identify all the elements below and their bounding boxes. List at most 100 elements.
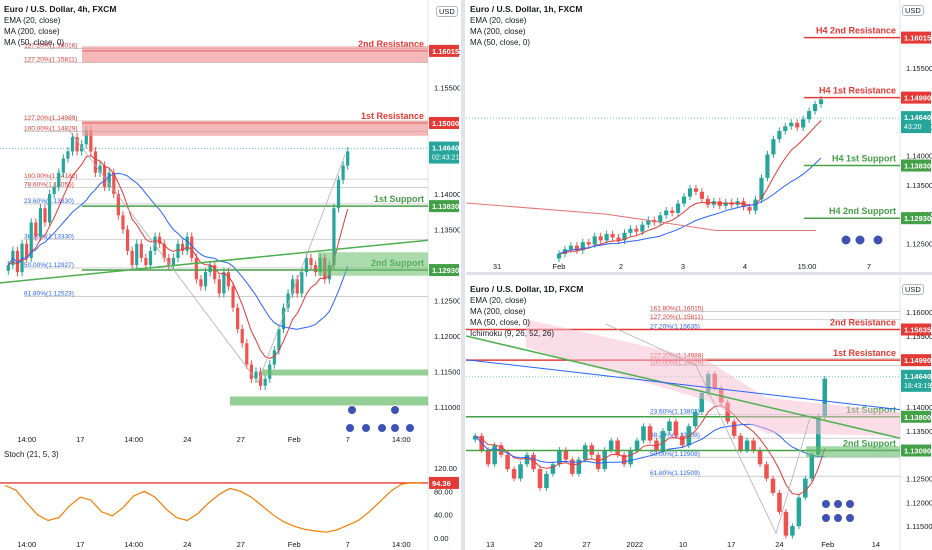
d1-chart-panel[interactable]: 1.160001.155001.145001.140001.135001.125… xyxy=(466,276,932,550)
candle-body xyxy=(801,119,806,128)
candle-body xyxy=(598,236,603,241)
candle-body xyxy=(731,421,737,436)
stoch-axis-label: 80.00 xyxy=(434,487,453,496)
candle-body xyxy=(93,151,98,173)
candle-body xyxy=(135,243,139,266)
candle-body xyxy=(80,144,84,152)
candle-body xyxy=(574,245,579,251)
candle-body xyxy=(608,440,614,451)
candle-body xyxy=(254,371,258,379)
time-tick-label: 7 xyxy=(867,262,871,271)
level-price-text: 1.13800 xyxy=(904,413,931,422)
h1-chart-canvas[interactable]: 1.155001.145001.140001.135001.130001.125… xyxy=(466,0,932,272)
candle-body xyxy=(84,130,88,145)
candle-body xyxy=(812,104,818,112)
axis-tick-label: 1.11500 xyxy=(434,368,460,377)
candle-body xyxy=(595,454,601,470)
candle-body xyxy=(809,454,815,479)
level-price-text: 1.12930 xyxy=(432,266,459,275)
h1-currency-badge[interactable]: USD xyxy=(902,5,924,16)
time-tick-label: 24 xyxy=(183,540,191,549)
candle-body xyxy=(681,196,687,204)
candle-body xyxy=(616,237,621,241)
resistance-zone xyxy=(82,120,428,136)
candle-body xyxy=(670,210,675,213)
h4-currency-badge[interactable]: USD xyxy=(436,6,458,17)
h4-chart-panel[interactable]: 1.160001.155001.140001.135001.125001.120… xyxy=(0,0,460,445)
level-price-text: 1.14990 xyxy=(904,356,931,365)
level-name: 1st Resistance xyxy=(833,348,896,358)
candle-body xyxy=(112,172,116,195)
d1-currency-badge[interactable]: USD xyxy=(902,284,924,295)
time-tick-label: 13 xyxy=(486,540,494,549)
economic-event-icon xyxy=(390,423,400,433)
ma50-line xyxy=(558,157,822,255)
trend-line xyxy=(466,335,901,439)
economic-event-icon xyxy=(405,423,415,433)
support-zone xyxy=(806,446,900,458)
h1-chart-panel[interactable]: 1.155001.145001.140001.135001.130001.125… xyxy=(466,0,932,272)
stoch-legend: Stoch (21, 5, 3) xyxy=(4,449,59,460)
candle-body xyxy=(699,191,704,199)
candle-body xyxy=(518,464,523,479)
economic-event-icon xyxy=(854,234,866,246)
candle-body xyxy=(263,378,267,386)
axis-tick-label: 1.15500 xyxy=(906,64,932,73)
level-name: 2nd Resistance xyxy=(358,39,424,49)
h4-title: Euro / U.S. Dollar, 4h, FXCM xyxy=(4,4,117,14)
support-zone xyxy=(262,369,428,376)
candle-body xyxy=(537,469,543,489)
stoch-canvas[interactable]: 120.00 80.00 40.00 0.00 94.36 14:00 17 14:00 24 2… xyxy=(0,446,460,550)
candle-body xyxy=(309,257,313,266)
ma200-line xyxy=(466,359,901,411)
h4-chart-canvas[interactable]: 1.160001.155001.140001.135001.125001.120… xyxy=(0,0,460,445)
candle-body xyxy=(505,454,510,470)
time-tick-label: Feb xyxy=(821,540,834,549)
level-price-tag xyxy=(901,354,931,367)
candle-body xyxy=(258,371,263,386)
candle-body xyxy=(291,279,295,294)
time-tick-label: 15:00 xyxy=(798,262,817,271)
h1-title: Euro / U.S. Dollar, 1h, FXCM xyxy=(470,4,583,14)
candle-body xyxy=(667,421,672,432)
d1-ichimoku-label: Ichimoku (9, 26, 52, 26) xyxy=(470,329,555,338)
level-name: H4 1st Support xyxy=(832,154,896,164)
fib-level-label: 78.60%(1.14055) xyxy=(24,182,74,189)
level-price-tag xyxy=(901,159,931,172)
candle-body xyxy=(52,186,56,195)
level-price-text: 1.16015 xyxy=(904,34,931,43)
candle-body xyxy=(492,445,497,465)
vertical-divider[interactable] xyxy=(461,0,465,550)
candle-body xyxy=(622,232,627,241)
horizontal-divider[interactable] xyxy=(466,272,932,275)
candle-body xyxy=(199,279,203,287)
level-name: H4 1st Resistance xyxy=(819,86,896,96)
candle-body xyxy=(70,137,75,152)
current-price-text: 1.14640 xyxy=(904,113,931,122)
time-tick-label: 27 xyxy=(237,435,245,444)
level-price-tag xyxy=(901,212,931,225)
fib-level-label: 127.20%(1.15811) xyxy=(650,314,703,321)
stoch-panel[interactable]: 120.00 80.00 40.00 0.00 94.36 14:00 17 14:00 24 2… xyxy=(0,446,460,550)
fib-level-label: 127.20%(1.15811) xyxy=(24,57,77,64)
stoch-line xyxy=(5,481,423,533)
level-price-text: 1.13830 xyxy=(432,202,459,211)
time-tick-label: 27 xyxy=(582,540,590,549)
d1-chart-canvas[interactable]: 1.160001.155001.145001.140001.135001.125… xyxy=(466,276,932,550)
economic-event-icon xyxy=(361,423,371,433)
fib-level-label: 61.80%(1.12509) xyxy=(650,470,700,477)
candle-body xyxy=(203,272,208,287)
level-price-text: 1.14990 xyxy=(904,94,931,103)
candle-body xyxy=(586,242,591,245)
candle-body xyxy=(245,343,249,365)
level-price-tag xyxy=(901,444,931,457)
fib-drawing-line xyxy=(605,323,812,535)
level-name: 1st Support xyxy=(374,194,424,204)
candle-body xyxy=(121,215,125,230)
candle-body xyxy=(34,222,38,237)
candle-body xyxy=(485,450,491,465)
candle-body xyxy=(236,307,240,329)
level-name: H4 2nd Support xyxy=(829,206,896,216)
level-name: H4 2nd Resistance xyxy=(816,26,896,36)
fib-level-label: 161.80%(1.16015) xyxy=(650,306,704,313)
